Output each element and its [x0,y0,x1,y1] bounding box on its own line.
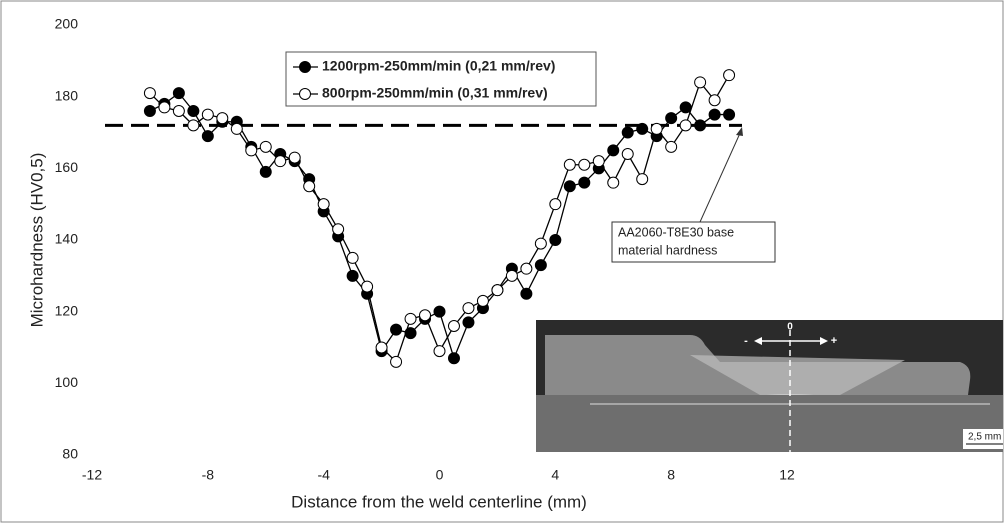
data-point [679,119,692,132]
data-point [723,108,736,121]
y-tick-label: 100 [55,374,79,390]
data-point [317,198,330,211]
data-point [578,176,591,189]
data-point [433,305,446,318]
data-point [143,105,156,117]
data-point [230,122,243,135]
data-point [462,302,475,315]
data-point [534,259,547,272]
data-point [158,101,171,114]
data-point [476,294,489,307]
data-point [143,87,156,100]
data-point [694,76,707,89]
legend-label: 800rpm-250mm/min (0,31 mm/rev) [322,85,548,101]
data-point [433,345,446,358]
annotation-arrow [699,130,742,223]
y-tick-label: 160 [55,159,79,175]
data-point [216,112,229,125]
data-point [665,140,678,153]
inset-scale-label: 2,5 mm [968,432,1001,443]
data-point [245,144,258,157]
legend [285,51,597,107]
legend-label: 1200rpm-250mm/min (0,21 mm/rev) [322,58,555,74]
data-point [361,280,374,293]
legend-marker [299,61,311,73]
data-point [621,148,634,160]
x-tick-label: -8 [202,467,215,483]
data-point [172,105,185,117]
annotation-text: AA2060-T8E30 base [618,225,734,239]
data-point [303,180,316,193]
data-point [621,126,634,139]
x-tick-label: 0 [436,467,444,483]
data-point [520,287,533,300]
data-point [708,94,721,107]
data-point [491,284,504,297]
data-point [534,237,547,250]
inset-label: 0 [787,322,793,333]
data-point [259,165,272,178]
inset-label: + [831,335,837,347]
data-point [390,323,403,336]
data-point [447,352,460,365]
data-point [390,355,403,368]
data-point [404,312,417,325]
data-point [694,119,707,132]
data-point [636,173,649,186]
data-point [505,269,518,282]
data-point [346,269,359,282]
data-point [288,151,301,164]
data-point [201,130,214,143]
data-point [563,158,576,171]
data-point [201,108,214,121]
x-tick-label: 8 [667,467,675,483]
data-point [520,262,533,275]
data-point [708,108,721,121]
data-point [549,234,562,246]
y-tick-label: 200 [55,16,79,32]
data-point [549,198,562,211]
data-point [592,155,605,168]
data-point [404,327,417,340]
data-point [447,320,460,332]
y-tick-label: 180 [55,87,79,103]
data-point [650,122,663,135]
y-tick-label: 80 [62,446,78,462]
data-point [375,341,388,354]
data-point [187,105,200,117]
x-tick-label: -4 [317,467,330,483]
y-tick-label: 120 [55,302,79,318]
data-point [607,144,620,157]
y-axis-title: Microhardness (HV0,5) [27,153,46,328]
data-point [419,309,432,322]
data-point [636,122,649,135]
data-point [563,180,576,193]
annotation-text: material hardness [618,243,717,257]
annotation-box [611,221,776,263]
data-point [259,140,272,153]
data-point [332,223,345,236]
data-point [274,155,287,168]
data-point [346,251,359,264]
data-point [578,158,591,171]
x-axis-title: Distance from the weld centerline (mm) [291,492,587,511]
data-point [723,69,736,82]
inset-label: - [744,335,748,347]
y-tick-label: 140 [55,231,79,247]
inset-image [536,320,1003,452]
x-tick-label: 12 [779,467,795,483]
data-point [607,176,620,189]
annotation-arrowhead [736,127,743,136]
data-point [187,119,200,132]
x-tick-label: -12 [82,467,102,483]
x-tick-label: 4 [551,467,559,483]
data-point [665,112,678,125]
legend-marker [299,88,311,100]
data-point [679,101,692,114]
data-point [462,316,475,329]
data-point [172,87,185,100]
